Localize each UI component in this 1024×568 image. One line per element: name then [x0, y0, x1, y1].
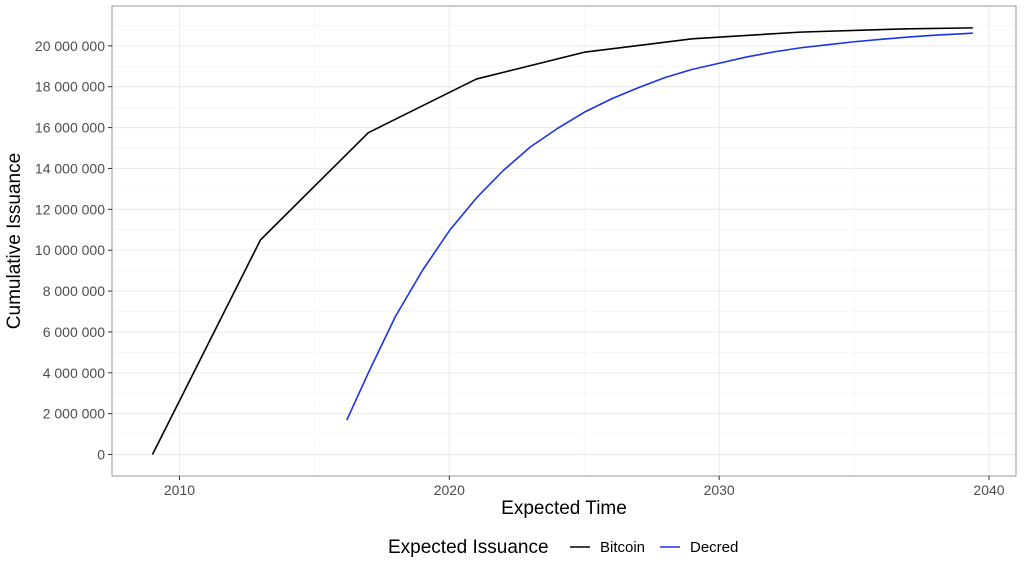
x-tick-label: 2010 — [164, 482, 195, 498]
legend-label-bitcoin: Bitcoin — [600, 539, 645, 556]
x-tick-label: 2030 — [704, 482, 735, 498]
series-line-bitcoin — [151, 27, 973, 455]
y-axis-title: Cumulative Issuance — [4, 153, 25, 329]
legend-title: Expected Issuance — [388, 537, 549, 558]
y-tick-label: 16 000 000 — [35, 120, 105, 136]
x-axis-title: Expected Time — [501, 498, 627, 519]
y-tick-label: 4 000 000 — [43, 365, 105, 381]
y-tick-label: 6 000 000 — [43, 324, 105, 340]
y-tick-label: 18 000 000 — [35, 79, 105, 95]
grid — [112, 6, 1016, 476]
y-tick-label: 8 000 000 — [43, 283, 105, 299]
x-tick-label: 2020 — [434, 482, 465, 498]
axis-ticks: 0 2 000 000 4 000 000 6 000 000 8 000 000 10 … — [35, 38, 1005, 498]
y-tick-label: 14 000 000 — [35, 160, 105, 176]
legend-label-decred: Decred — [690, 539, 738, 556]
legend: Expected Issuance Bitcoin Decred — [388, 537, 738, 558]
y-tick-label: 10 000 000 — [35, 242, 105, 258]
y-tick-label: 12 000 000 — [35, 201, 105, 217]
y-tick-label: 2 000 000 — [43, 406, 105, 422]
series-layer — [151, 27, 973, 455]
y-tick-label: 20 000 000 — [35, 38, 105, 54]
series-line-decred — [346, 32, 973, 421]
plot-panel-border — [111, 5, 1017, 477]
x-tick-label: 2040 — [973, 482, 1004, 498]
y-tick-label: 0 — [97, 447, 105, 463]
